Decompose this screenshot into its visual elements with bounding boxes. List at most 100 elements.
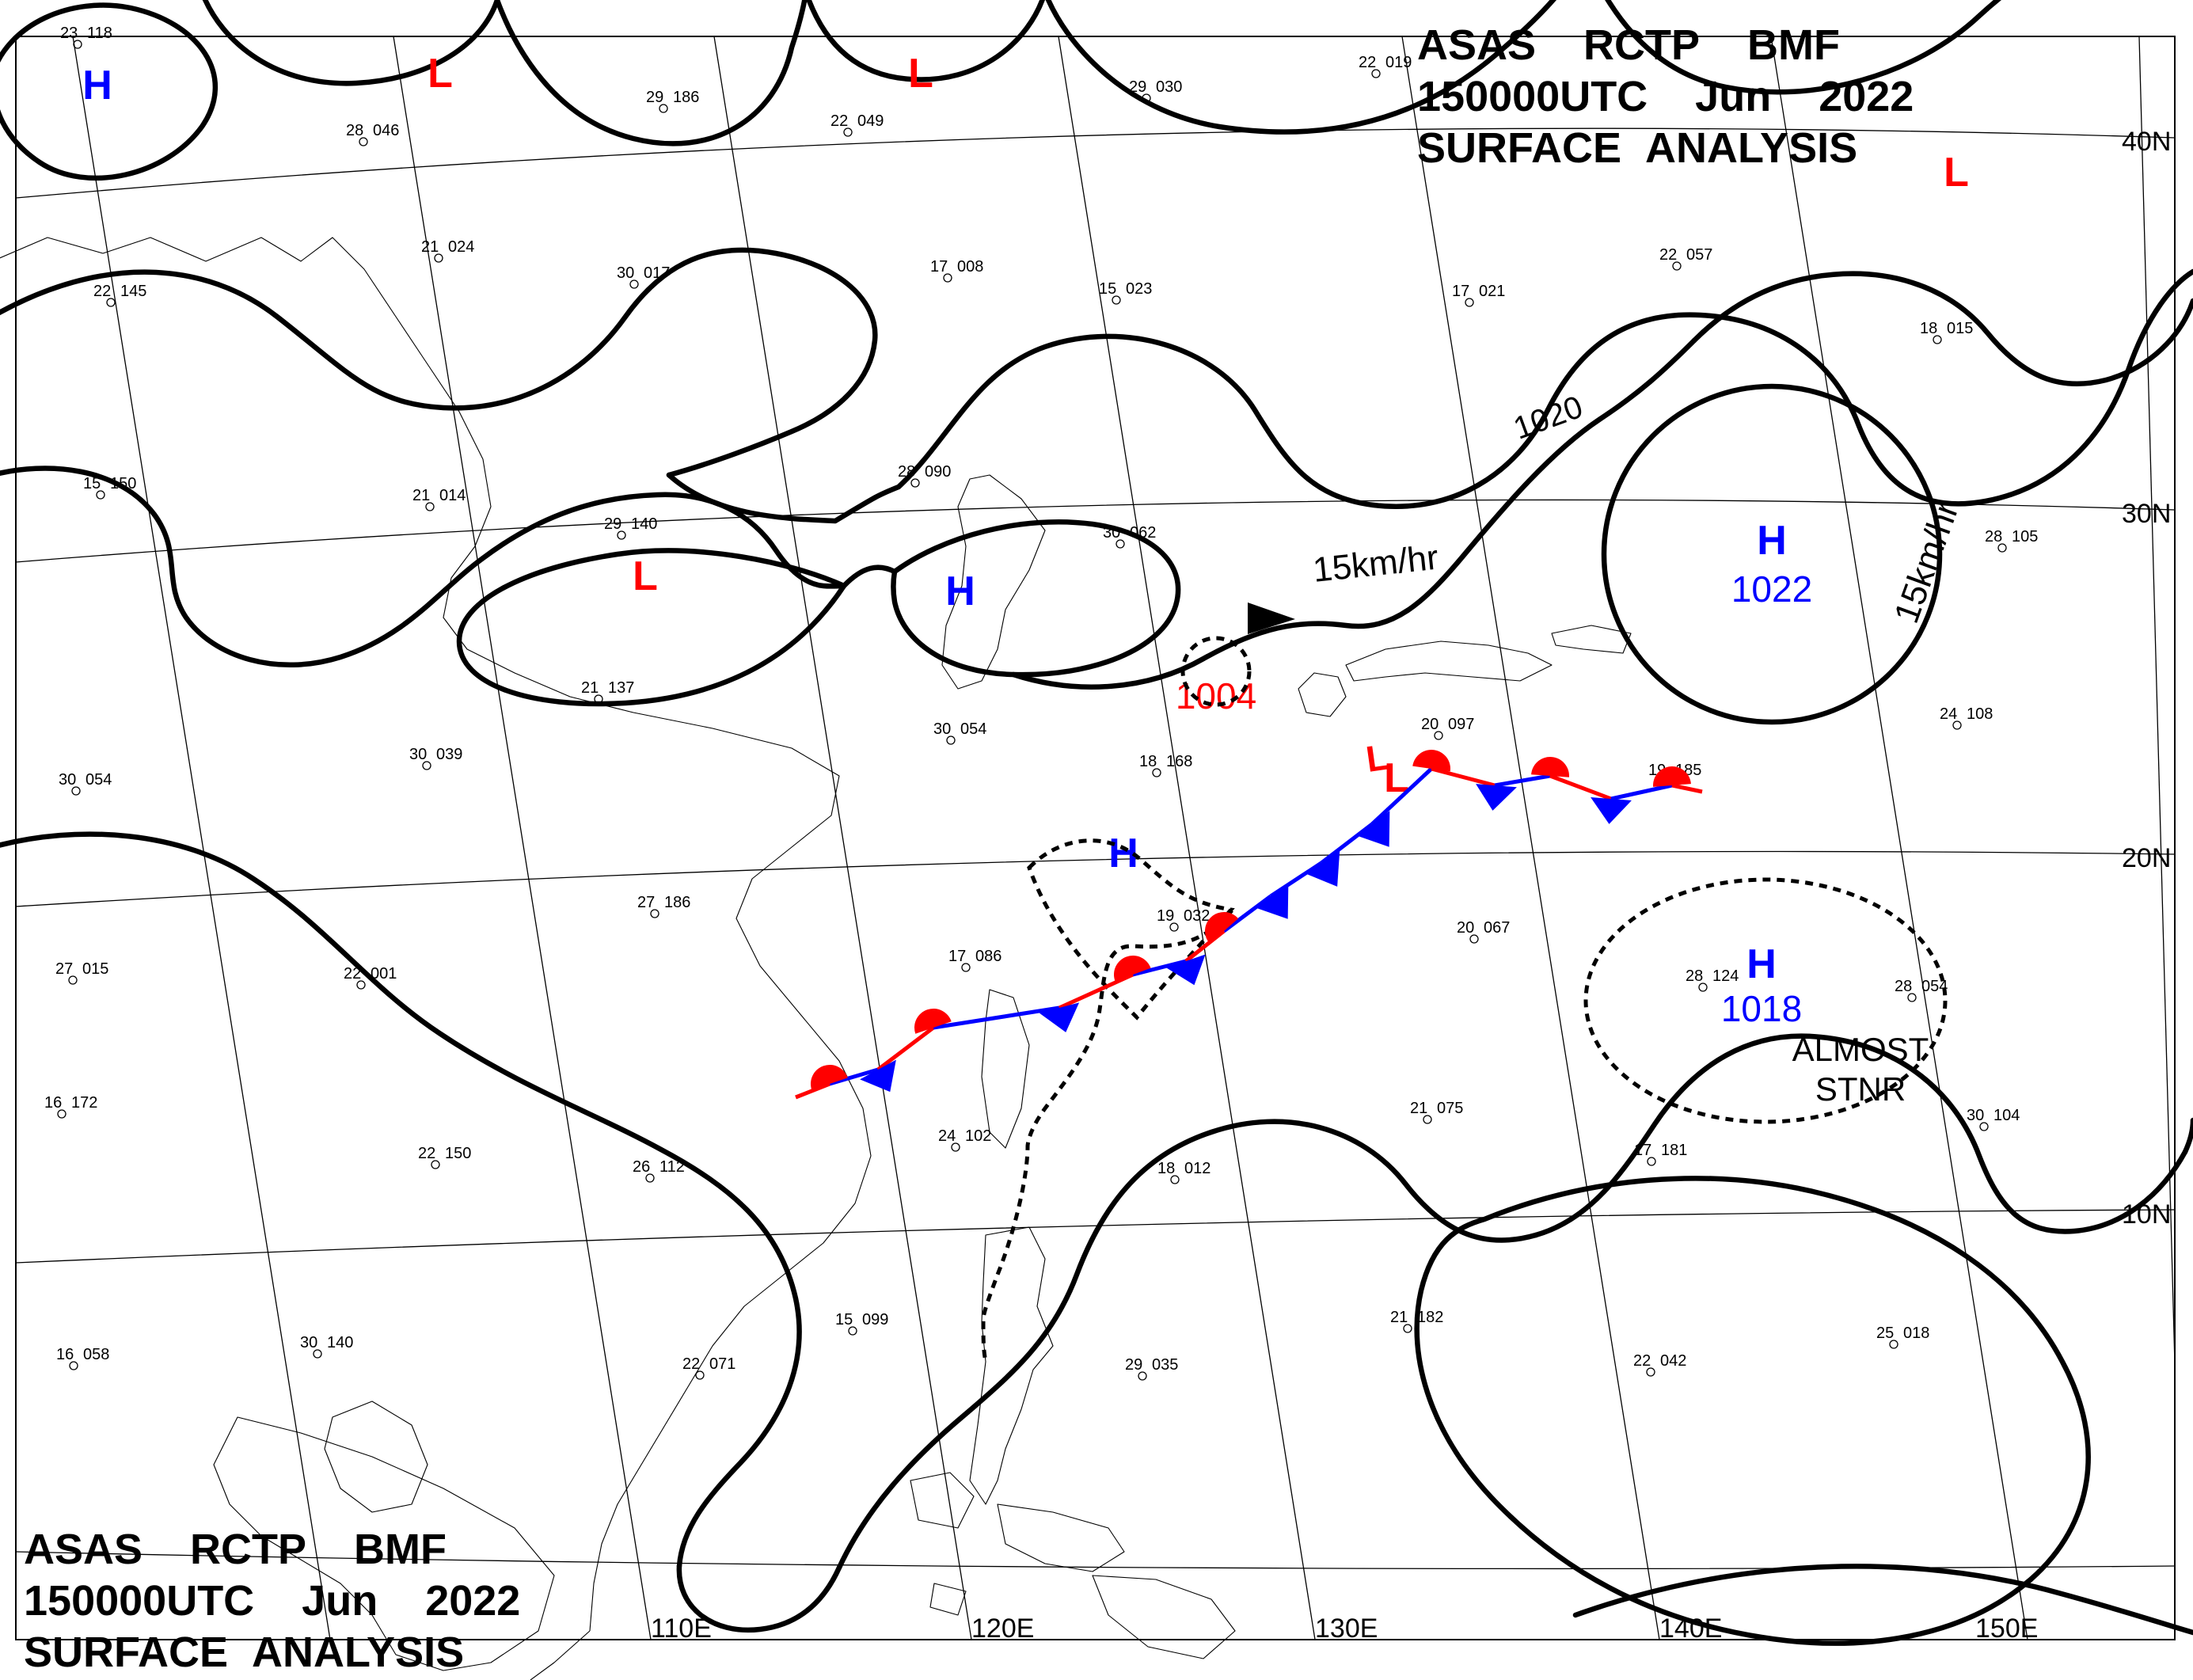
svg-text:140: 140	[631, 515, 657, 533]
svg-text:023: 023	[1126, 280, 1152, 298]
svg-text:28: 28	[1985, 528, 2002, 545]
svg-text:L: L	[908, 51, 933, 97]
svg-text:23: 23	[60, 25, 78, 42]
svg-text:40N: 40N	[2122, 127, 2171, 157]
svg-text:H: H	[945, 568, 975, 614]
svg-text:112: 112	[659, 1158, 685, 1176]
svg-text:182: 182	[1417, 1309, 1443, 1326]
svg-text:22: 22	[418, 1145, 435, 1162]
svg-text:017: 017	[644, 264, 670, 282]
svg-text:168: 168	[1166, 753, 1192, 770]
svg-text:008: 008	[957, 258, 983, 276]
svg-text:057: 057	[1686, 246, 1712, 264]
svg-text:20N: 20N	[2122, 843, 2171, 873]
svg-text:18: 18	[1139, 753, 1157, 770]
svg-text:SURFACE ANALYSIS: SURFACE ANALYSIS	[24, 1629, 464, 1676]
svg-text:035: 035	[1152, 1356, 1178, 1374]
svg-text:012: 012	[1184, 1160, 1211, 1177]
svg-text:20: 20	[1421, 716, 1439, 733]
svg-text:17: 17	[930, 258, 948, 276]
svg-text:16: 16	[44, 1094, 62, 1112]
svg-text:104: 104	[1993, 1107, 2020, 1124]
svg-text:1004: 1004	[1176, 675, 1256, 716]
svg-text:120E: 120E	[971, 1613, 1034, 1644]
svg-text:19: 19	[1157, 907, 1174, 925]
svg-text:L: L	[428, 51, 453, 97]
svg-text:22: 22	[1659, 246, 1677, 264]
svg-text:L: L	[1944, 150, 1969, 196]
svg-text:28: 28	[898, 463, 915, 481]
svg-text:054: 054	[86, 771, 112, 789]
svg-text:054: 054	[960, 720, 986, 738]
svg-text:015: 015	[1947, 320, 1973, 337]
svg-text:21: 21	[1390, 1309, 1408, 1326]
svg-text:22: 22	[682, 1355, 700, 1373]
svg-text:21: 21	[581, 679, 599, 697]
svg-text:015: 015	[82, 960, 108, 978]
svg-text:150000UTC Jun 2022: 150000UTC Jun 2022	[1417, 73, 1914, 120]
svg-text:1022: 1022	[1731, 568, 1812, 610]
svg-text:SURFACE ANALYSIS: SURFACE ANALYSIS	[1417, 124, 1857, 172]
svg-text:071: 071	[709, 1355, 735, 1373]
svg-text:30: 30	[933, 720, 951, 738]
svg-text:124: 124	[1712, 967, 1739, 985]
svg-text:058: 058	[83, 1346, 109, 1363]
svg-text:24: 24	[1940, 705, 1957, 723]
svg-text:090: 090	[925, 463, 951, 481]
svg-text:30: 30	[1103, 524, 1120, 542]
svg-text:30N: 30N	[2122, 499, 2171, 529]
svg-text:019: 019	[1385, 54, 1412, 71]
svg-text:150E: 150E	[1975, 1613, 2038, 1644]
svg-text:105: 105	[2012, 528, 2038, 545]
svg-text:24: 24	[938, 1127, 956, 1145]
svg-text:018: 018	[1903, 1325, 1929, 1342]
svg-text:H: H	[1746, 941, 1777, 987]
svg-text:021: 021	[1479, 283, 1505, 300]
svg-text:15km/hr: 15km/hr	[1887, 496, 1966, 628]
svg-text:046: 046	[373, 122, 399, 139]
svg-text:15: 15	[835, 1311, 853, 1328]
svg-text:22: 22	[344, 965, 361, 983]
svg-text:150: 150	[110, 475, 136, 492]
svg-text:17: 17	[1634, 1142, 1651, 1159]
svg-text:024: 024	[448, 238, 474, 256]
svg-text:ASAS RCTP BMF: ASAS RCTP BMF	[1417, 21, 1840, 69]
svg-text:29: 29	[1125, 1356, 1142, 1374]
svg-text:014: 014	[439, 487, 466, 504]
svg-text:108: 108	[1967, 705, 1993, 723]
svg-text:130E: 130E	[1315, 1613, 1378, 1644]
svg-text:150000UTC Jun 2022: 150000UTC Jun 2022	[24, 1577, 520, 1625]
svg-text:21: 21	[412, 487, 430, 504]
svg-text:18: 18	[1920, 320, 1937, 337]
svg-text:15: 15	[83, 475, 101, 492]
svg-text:22: 22	[1359, 54, 1376, 71]
svg-text:20: 20	[1457, 919, 1474, 937]
svg-text:097: 097	[1448, 716, 1474, 733]
svg-text:16: 16	[56, 1346, 74, 1363]
svg-text:17: 17	[1452, 283, 1469, 300]
svg-text:15: 15	[1099, 280, 1116, 298]
svg-text:30: 30	[59, 771, 76, 789]
svg-text:30: 30	[617, 264, 634, 282]
svg-text:22: 22	[830, 112, 848, 130]
svg-text:26: 26	[633, 1158, 650, 1176]
svg-text:001: 001	[371, 965, 397, 983]
svg-text:29: 29	[1129, 78, 1146, 96]
svg-text:L: L	[633, 553, 658, 599]
svg-text:118: 118	[87, 25, 112, 42]
svg-text:181: 181	[1661, 1142, 1687, 1159]
svg-text:030: 030	[1156, 78, 1182, 96]
svg-text:1018: 1018	[1721, 988, 1802, 1029]
svg-text:30: 30	[1967, 1107, 1984, 1124]
svg-text:172: 172	[71, 1094, 97, 1112]
svg-text:22: 22	[93, 283, 111, 300]
svg-text:25: 25	[1876, 1325, 1894, 1342]
svg-text:102: 102	[965, 1127, 991, 1145]
svg-text:032: 032	[1184, 907, 1210, 925]
svg-text:137: 137	[608, 679, 634, 697]
svg-text:30: 30	[409, 746, 427, 763]
svg-text:29: 29	[604, 515, 621, 533]
svg-text:H: H	[1757, 518, 1787, 564]
svg-text:27: 27	[637, 894, 655, 911]
svg-text:186: 186	[664, 894, 690, 911]
